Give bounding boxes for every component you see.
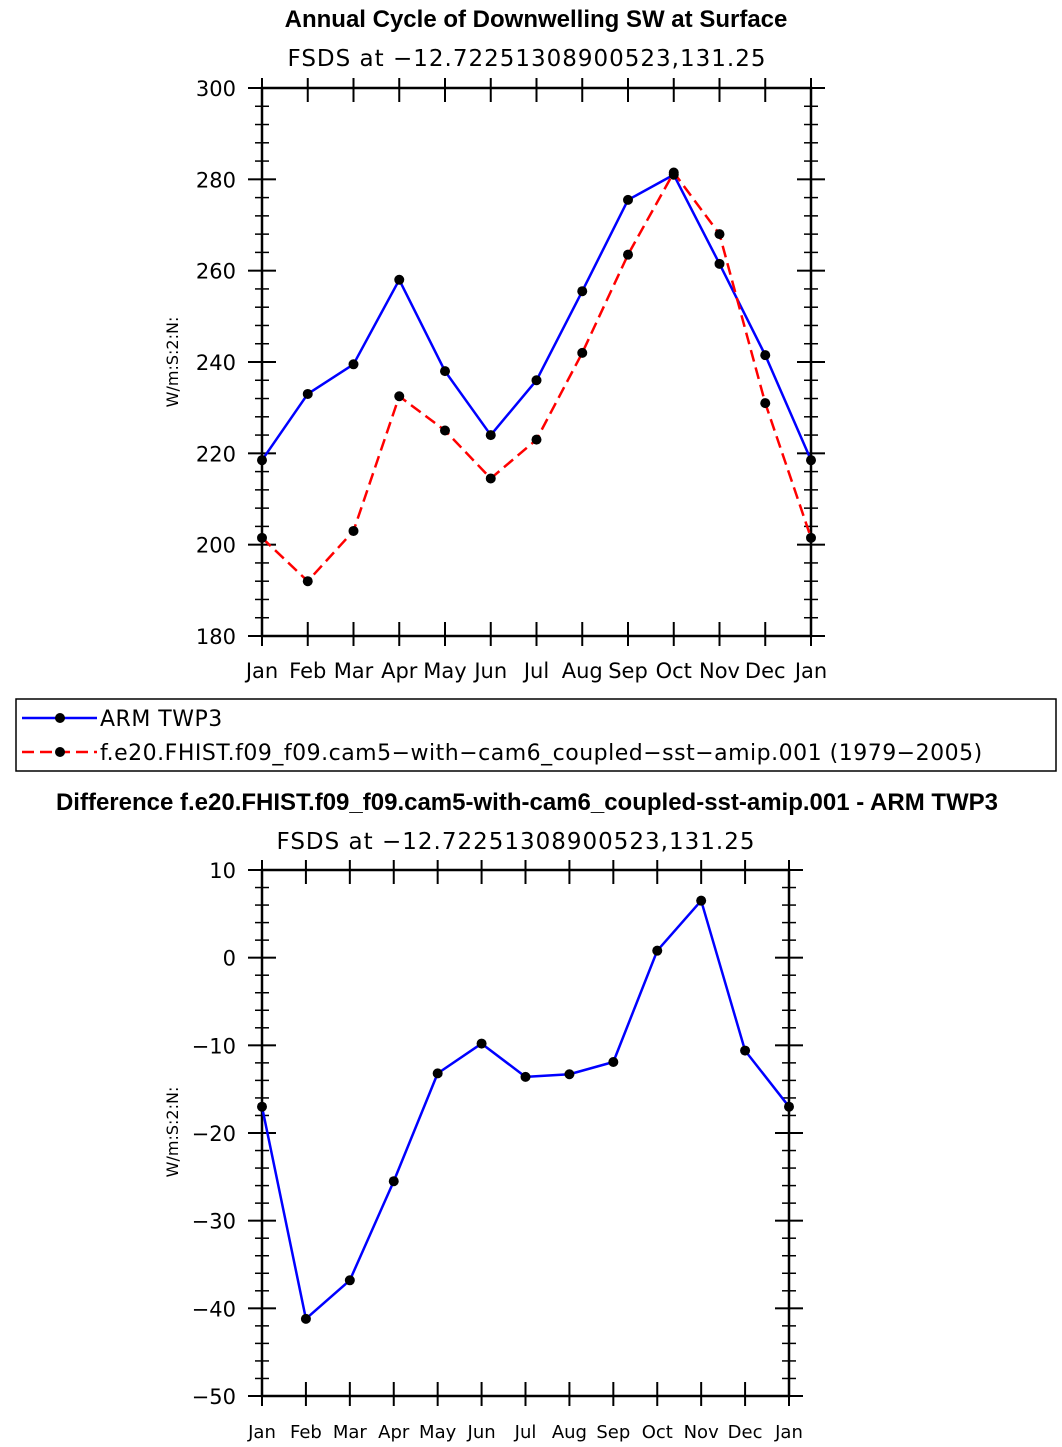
chart1-series-0-point <box>623 194 633 205</box>
chart2-ytick-label: −50 <box>192 1385 236 1409</box>
chart1-series-1-point <box>440 425 450 436</box>
chart2-xtick-label: Jun <box>467 1422 496 1443</box>
chart1-series-0-point <box>714 258 725 269</box>
chart1-series-0-point <box>257 455 267 466</box>
chart2-series-0-point <box>300 1313 311 1324</box>
chart2-xtick-label: Feb <box>290 1422 322 1443</box>
chart1-ytick-label: 300 <box>196 77 236 101</box>
chart2-xtick-label: Jan <box>774 1422 803 1443</box>
chart1-series-1-point <box>668 167 679 178</box>
chart2-subtitle: FSDS at −12.72251308900523,131.25 <box>277 829 756 855</box>
chart2-xtick-label: Nov <box>684 1422 719 1443</box>
chart2-series-0-point <box>476 1038 487 1049</box>
chart1-series-1-point <box>302 576 313 587</box>
chart1-plot: 180 200 220 240 260 280 300 Jan Feb Mar Apr May Jun J… <box>196 77 827 683</box>
chart1-xtick-label: Jan <box>793 659 827 683</box>
chart2-ytick-label: 0 <box>223 947 236 971</box>
chart1-xtick-label: May <box>423 659 466 683</box>
chart1-xtick-label: Mar <box>334 659 374 683</box>
chart1-ytick-label: 240 <box>196 351 236 375</box>
chart2-series-0-point <box>564 1069 575 1080</box>
chart1-ytick-label: 180 <box>196 625 236 649</box>
chart1-series-0-point <box>760 350 771 361</box>
chart1-series-1-point <box>394 391 405 402</box>
chart2-series-0-point <box>696 895 707 906</box>
chart2-ytick-label: −30 <box>192 1210 236 1234</box>
legend-label-model: f.e20.FHIST.f09_f09.cam5−with−cam6_coupl… <box>100 741 983 766</box>
chart1-series-0-point <box>531 375 542 386</box>
chart1-xtick-label: Jun <box>472 659 507 683</box>
chart1-series-1-point <box>348 525 359 536</box>
chart1-series-0-point <box>302 388 313 399</box>
chart2-title: Difference f.e20.FHIST.f09_f09.cam5-with… <box>56 789 998 816</box>
chart2-xtick-label: Dec <box>728 1422 763 1443</box>
chart1-series-0-point <box>806 455 816 466</box>
chart2-ytick-label: −40 <box>192 1297 236 1321</box>
chart1-series-1-point <box>623 249 633 260</box>
chart1-title: Annual Cycle of Downwelling SW at Surfac… <box>285 6 788 33</box>
chart1-ytick-label: 260 <box>196 260 236 284</box>
legend: ARM TWP3 f.e20.FHIST.f09_f09.cam5−with−c… <box>15 698 1057 772</box>
chart1-ytick-label: 200 <box>196 534 236 558</box>
chart1-subtitle: FSDS at −12.72251308900523,131.25 <box>288 46 767 72</box>
legend-marker-arm <box>55 713 65 723</box>
chart2-series-0-point <box>388 1176 399 1187</box>
chart1-frame <box>260 86 813 638</box>
chart1-xtick-label: Apr <box>381 659 418 683</box>
chart2-series-0-point <box>608 1056 619 1067</box>
legend-box <box>15 698 1057 772</box>
chart2-ytick-label: −10 <box>192 1034 236 1058</box>
chart2-series-0-point <box>344 1275 355 1286</box>
chart1-series-0-point <box>577 286 588 297</box>
chart1-series-1-point <box>485 473 496 484</box>
chart1-ytick-label: 280 <box>196 168 236 192</box>
chart2-series-line-0 <box>260 899 790 1321</box>
chart1-series-1-point <box>531 434 542 445</box>
chart2-xtick-label: Apr <box>378 1422 410 1443</box>
chart1-xtick-label: Sep <box>608 659 648 683</box>
chart1-series-0-point <box>348 359 359 370</box>
chart1-series-0-point <box>394 274 405 285</box>
legend-label-arm: ARM TWP3 <box>100 707 223 732</box>
chart2-series-0-point <box>520 1071 531 1082</box>
chart1-xtick-label: Jul <box>522 659 549 683</box>
chart2-xtick-label: May <box>419 1422 457 1443</box>
chart1-series-1-point <box>714 229 725 240</box>
chart1-series-1-point <box>257 532 267 543</box>
chart1-series-1-point <box>577 347 588 358</box>
chart2-xtick-label: Sep <box>596 1422 630 1443</box>
chart2-series-0-point <box>784 1101 794 1112</box>
chart2-xtick-label: Oct <box>642 1422 673 1443</box>
chart2-frame <box>260 868 791 1398</box>
chart2-series-0-point <box>257 1101 267 1112</box>
chart2-ytick-label: −20 <box>192 1122 236 1146</box>
chart2-plot: −50 −40 −30 −20 −10 0 10 Jan Feb Mar Apr May Jun Jul A… <box>192 859 803 1443</box>
chart2-ytick-label: 10 <box>209 859 236 883</box>
chart1-xtick-label: Nov <box>699 659 740 683</box>
legend-marker-model <box>55 747 65 757</box>
chart1-xtick-label: Oct <box>656 659 692 683</box>
chart1-series-0-point <box>485 430 496 441</box>
chart1-ytick-label: 220 <box>196 442 236 466</box>
chart2-ylabel: W/m:S:2:N: <box>163 1087 182 1178</box>
chart2-series-0-point <box>652 945 663 956</box>
chart2-xtick-label: Jul <box>514 1422 537 1443</box>
chart1-series-line-0 <box>260 173 813 461</box>
chart2-series-0-point <box>740 1045 751 1056</box>
chart2-series-0-point <box>432 1068 443 1079</box>
chart1-xtick-label: Feb <box>289 659 326 683</box>
chart2-xtick-label: Jan <box>247 1422 276 1443</box>
chart2-xtick-label: Aug <box>552 1422 587 1443</box>
chart1-series-1-point <box>806 532 816 543</box>
chart1-series-1-point <box>760 398 771 409</box>
chart1-xtick-label: Dec <box>745 659 786 683</box>
chart2-xtick-label: Mar <box>333 1422 368 1443</box>
chart1-series-0-point <box>440 366 450 377</box>
chart1-ylabel: W/m:S:2:N: <box>163 317 182 408</box>
chart1-xtick-label: Aug <box>562 659 603 683</box>
chart1-xtick-label: Jan <box>244 659 278 683</box>
